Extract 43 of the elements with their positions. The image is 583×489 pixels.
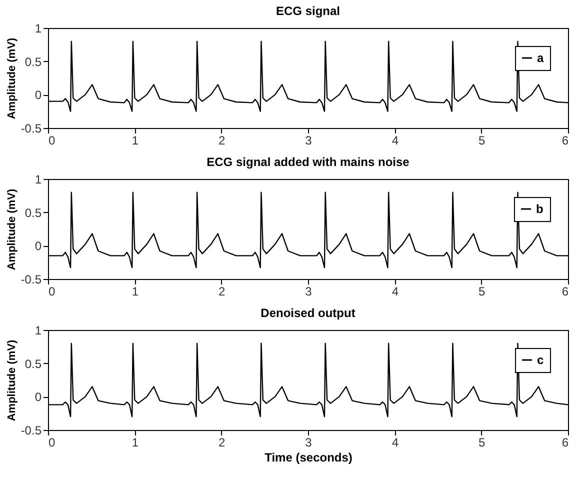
x-axis-title: Time (seconds) <box>264 450 352 464</box>
x-tick-label: 6 <box>562 134 569 148</box>
legend-label: a <box>537 51 544 65</box>
y-tick-label: 0 <box>34 239 42 254</box>
x-tick-label: 5 <box>478 436 486 450</box>
x-tick-label: 4 <box>392 284 399 298</box>
y-tick-label: 1 <box>34 22 42 36</box>
y-tick-label: 0.5 <box>24 356 42 371</box>
x-tick-label: 2 <box>218 436 226 450</box>
x-tick-label: 1 <box>132 436 139 450</box>
x-tick-label: 0 <box>48 134 56 148</box>
x-tick-label: 1 <box>132 284 139 298</box>
y-tick-label: 1 <box>34 172 42 186</box>
x-tick-label: 2 <box>218 134 226 148</box>
y-tick-label: 0 <box>34 88 42 102</box>
x-tick-label: 3 <box>305 284 312 298</box>
y-tick-label: 0.5 <box>24 54 42 69</box>
legend-label: c <box>537 353 544 367</box>
y-tick-label: -0.5 <box>20 424 42 438</box>
x-tick-label: 1 <box>132 134 139 148</box>
x-tick-label: 3 <box>305 436 312 450</box>
y-tick-label: 0.5 <box>24 206 42 220</box>
x-tick-label: 5 <box>478 134 486 148</box>
x-tick-label: 5 <box>478 284 486 298</box>
x-tick-label: 4 <box>392 436 399 450</box>
chart-title: ECG signal added with mains noise <box>206 155 410 169</box>
y-tick-label: -0.5 <box>20 272 42 286</box>
x-tick-label: 0 <box>48 436 56 450</box>
y-tick-label: 0 <box>34 390 42 404</box>
x-tick-label: 6 <box>562 436 569 450</box>
chart-title: ECG signal <box>276 4 340 18</box>
y-axis-title: Amplitude (mV) <box>6 38 18 120</box>
x-tick-label: 0 <box>48 284 56 298</box>
y-tick-label: -0.5 <box>20 122 42 136</box>
y-axis-title: Amplitude (mV) <box>6 188 18 270</box>
chart-title: Denoised output <box>260 306 356 320</box>
y-tick-label: 1 <box>34 324 42 338</box>
x-tick-label: 3 <box>305 134 312 148</box>
x-tick-label: 6 <box>562 284 569 298</box>
x-tick-label: 2 <box>218 284 226 298</box>
x-tick-label: 4 <box>392 134 399 148</box>
legend-label: b <box>536 202 544 216</box>
y-axis-title: Amplitude (mV) <box>6 340 18 422</box>
